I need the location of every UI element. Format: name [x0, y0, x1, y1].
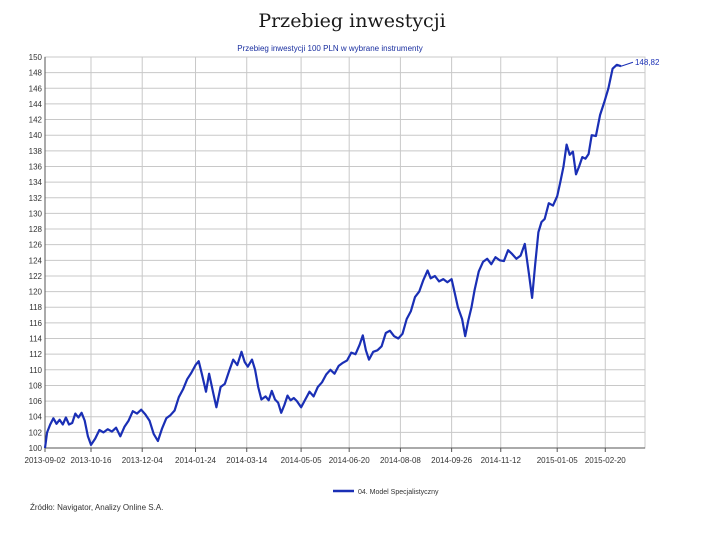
y-tick-label: 136 — [29, 162, 43, 171]
x-tick-label: 2014-03-14 — [226, 456, 267, 465]
x-tick-label: 2015-02-20 — [585, 456, 626, 465]
y-tick-label: 144 — [29, 100, 43, 109]
x-tick-label: 2013-10-16 — [71, 456, 112, 465]
y-tick-label: 118 — [29, 303, 42, 312]
chart-legend: 04. Model Specjalistyczny — [333, 489, 439, 496]
y-tick-label: 128 — [29, 225, 43, 234]
series-layer: 148,82 — [43, 58, 660, 449]
y-tick-label: 102 — [29, 428, 43, 437]
y-tick-label: 148 — [29, 69, 43, 78]
chart-subtitle: Przebieg inwestycji 100 PLN w wybrane in… — [237, 44, 423, 53]
x-tick-label: 2014-06-20 — [329, 456, 370, 465]
end-value-leader — [620, 61, 634, 67]
y-tick-label: 126 — [29, 241, 43, 250]
x-tick-label: 2013-12-04 — [122, 456, 163, 465]
x-tick-label: 2014-05-05 — [281, 456, 322, 465]
y-tick-label: 108 — [29, 381, 43, 390]
y-tick-label: 140 — [29, 131, 43, 140]
y-tick-label: 114 — [29, 335, 42, 344]
x-tick-label: 2013-09-02 — [25, 456, 66, 465]
y-tick-label: 120 — [29, 288, 43, 297]
y-tick-label: 122 — [29, 272, 43, 281]
y-tick-label: 134 — [29, 178, 43, 187]
y-tick-label: 138 — [29, 147, 43, 156]
plot-area — [44, 56, 646, 449]
y-tick-label: 150 — [29, 53, 43, 62]
source-note: Źródło: Navigator, Analizy Online S.A. — [30, 503, 164, 512]
y-tick-label: 100 — [29, 444, 43, 453]
y-tick-label: 116 — [29, 319, 42, 328]
y-tick-label: 112 — [29, 350, 42, 359]
y-tick-label: 130 — [29, 209, 43, 218]
legend-label: 04. Model Specjalistyczny — [358, 489, 439, 496]
y-tick-label: 124 — [29, 256, 43, 265]
y-tick-label: 146 — [29, 84, 43, 93]
x-tick-label: 2014-01-24 — [175, 456, 216, 465]
grid-layer — [44, 56, 646, 449]
y-tick-label: 104 — [29, 413, 43, 422]
x-tick-label: 2014-11-12 — [481, 456, 522, 465]
y-tick-label: 110 — [29, 366, 42, 375]
end-value-label: 148,82 — [635, 58, 660, 67]
y-tick-label: 142 — [29, 116, 43, 125]
y-tick-label: 132 — [29, 194, 43, 203]
series-line — [43, 63, 622, 449]
x-tick-label: 2014-08-08 — [380, 456, 421, 465]
x-tick-label: 2014-09-26 — [431, 456, 472, 465]
y-tick-label: 106 — [29, 397, 43, 406]
axis-layer: 100 102 104 106 108 110 112 114 116 118 120 122 124 1… — [25, 53, 645, 465]
page-title: Przebieg inwestycji — [258, 10, 446, 32]
x-tick-label: 2015-01-05 — [537, 456, 578, 465]
